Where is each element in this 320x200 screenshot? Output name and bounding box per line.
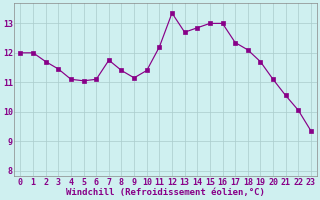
X-axis label: Windchill (Refroidissement éolien,°C): Windchill (Refroidissement éolien,°C) (66, 188, 265, 197)
